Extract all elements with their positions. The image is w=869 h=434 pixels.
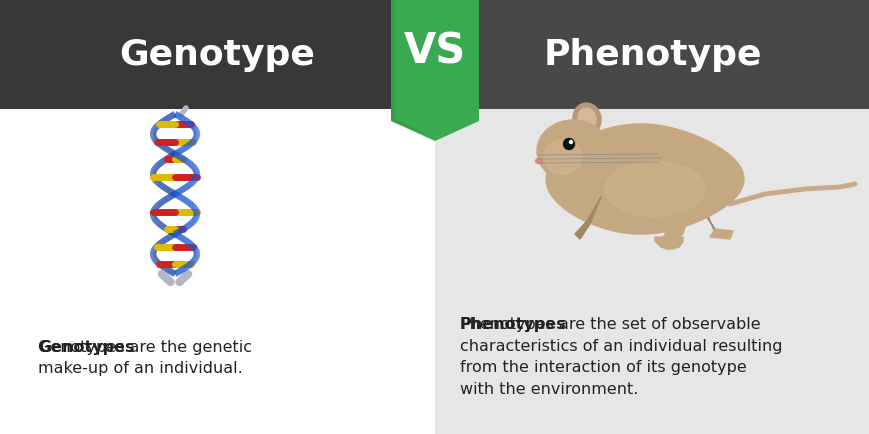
Polygon shape	[390, 0, 479, 141]
Ellipse shape	[573, 104, 600, 136]
Ellipse shape	[535, 159, 542, 164]
Ellipse shape	[577, 109, 595, 131]
Bar	[0, 110, 434, 434]
Text: Phenotype: Phenotype	[542, 38, 761, 72]
Circle shape	[563, 139, 574, 150]
Bar	[434, 0, 869, 110]
Ellipse shape	[536, 121, 608, 183]
Polygon shape	[574, 197, 600, 240]
Ellipse shape	[604, 162, 704, 217]
Polygon shape	[709, 230, 733, 240]
Text: VS: VS	[403, 30, 466, 72]
Ellipse shape	[543, 140, 581, 175]
Polygon shape	[654, 237, 682, 250]
Polygon shape	[390, 0, 434, 139]
Bar	[434, 110, 869, 434]
Text: Genotype: Genotype	[119, 38, 315, 72]
Text: Genotypes are the genetic
make-up of an individual.: Genotypes are the genetic make-up of an …	[38, 339, 252, 375]
Text: Phenotypes are the set of observable
characteristics of an individual resulting
: Phenotypes are the set of observable cha…	[460, 316, 781, 396]
Text: Phenotypes: Phenotypes	[460, 316, 566, 331]
Bar	[0, 0, 434, 110]
Polygon shape	[700, 207, 724, 237]
Text: Genotypes: Genotypes	[38, 339, 135, 354]
Polygon shape	[546, 125, 743, 234]
Polygon shape	[660, 211, 688, 244]
Circle shape	[569, 141, 572, 144]
